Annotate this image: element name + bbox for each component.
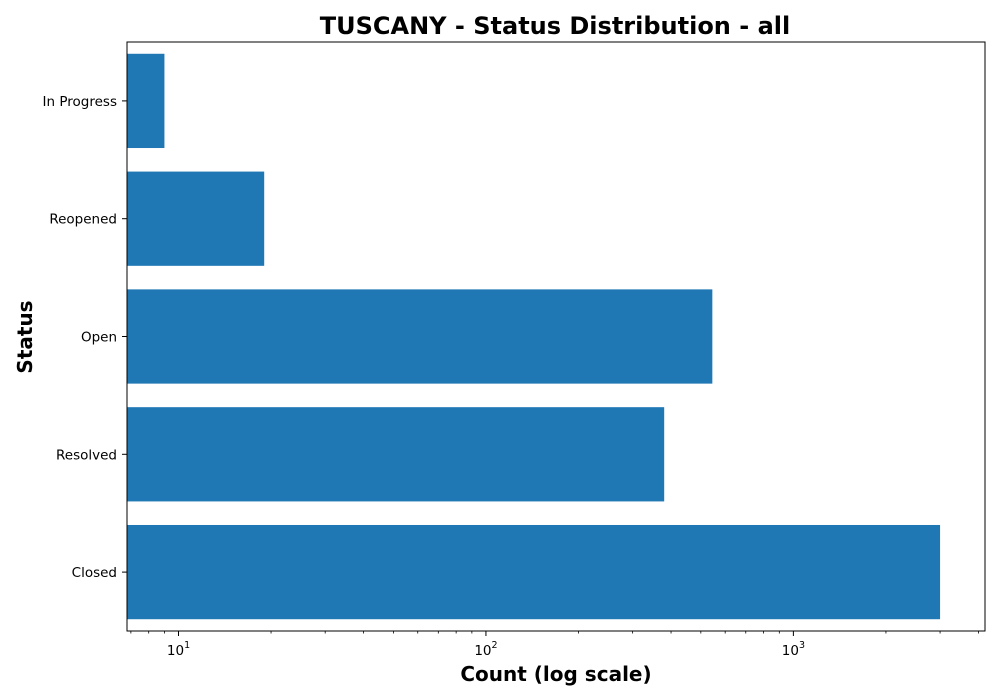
y-tick-label-open: Open: [81, 330, 117, 346]
bars-layer: [127, 53, 941, 620]
x-axis-label: Count (log scale): [460, 662, 651, 686]
chart-title: TUSCANY - Status Distribution - all: [320, 12, 790, 40]
bar-closed: [127, 524, 941, 620]
y-axis-ticks: Closed Resolved Open Reopened In Progress: [43, 94, 127, 581]
y-tick-label-closed: Closed: [72, 565, 117, 581]
bar-reopened: [127, 171, 265, 266]
x-tick-label: 101: [167, 640, 190, 659]
bar-resolved: [127, 407, 665, 502]
x-tick-label: 102: [474, 640, 497, 659]
x-tick-label: 103: [782, 640, 805, 659]
bar-open: [127, 289, 713, 384]
bar-in-progress: [127, 53, 165, 149]
y-tick-label-reopened: Reopened: [49, 212, 117, 228]
y-tick-label-resolved: Resolved: [56, 447, 117, 463]
x-axis-ticks: 101 102 103: [130, 631, 979, 659]
y-axis-label: Status: [13, 300, 37, 373]
y-tick-label-in-progress: In Progress: [43, 94, 117, 110]
